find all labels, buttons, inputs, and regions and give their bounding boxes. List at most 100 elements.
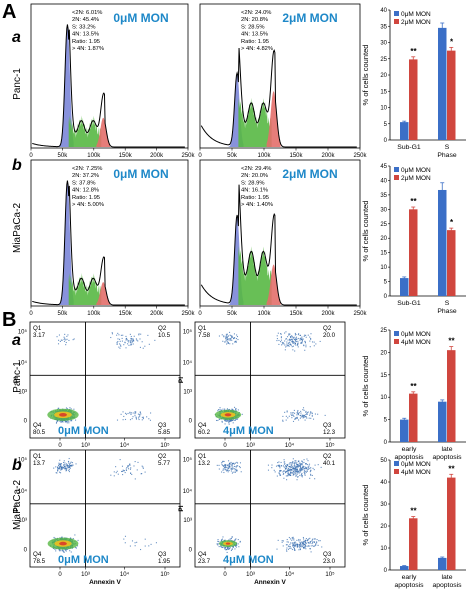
bar <box>400 566 409 570</box>
event-dot <box>122 469 124 471</box>
event-dot <box>148 418 150 420</box>
event-dot <box>57 466 59 468</box>
event-dot <box>311 415 313 417</box>
event-dot <box>67 334 69 336</box>
bar <box>447 230 456 296</box>
event-dot <box>232 545 234 547</box>
bar <box>409 393 418 442</box>
event-dot <box>229 420 231 422</box>
category-label: early <box>402 574 417 581</box>
event-dot <box>236 469 238 471</box>
event-dot <box>292 345 294 347</box>
event-dot <box>308 414 311 416</box>
event-dot <box>299 462 301 464</box>
event-dot <box>282 415 284 417</box>
event-dot <box>226 419 228 421</box>
event-dot <box>292 414 294 416</box>
event-dot <box>135 418 138 420</box>
event-dot <box>123 344 125 346</box>
event-dot <box>313 341 315 343</box>
y-tick-label: 10⁴ <box>183 488 193 495</box>
x-tick-label: 250k <box>181 311 195 317</box>
event-dot <box>117 338 119 340</box>
event-dot <box>59 420 61 422</box>
cell-line-label: MiaPaCa-2 <box>12 203 23 253</box>
event-dot <box>280 337 282 339</box>
event-dot <box>236 418 238 420</box>
y-tick-label: 15 <box>380 373 387 379</box>
event-dot <box>116 341 118 343</box>
event-dot <box>125 335 127 337</box>
event-dot <box>227 464 229 466</box>
event-dot <box>134 478 136 480</box>
event-dot <box>130 344 132 346</box>
event-dot <box>66 464 69 466</box>
event-dot <box>228 408 230 411</box>
event-dot <box>227 420 229 422</box>
event-dot <box>279 467 281 469</box>
event-dot <box>226 419 228 421</box>
event-dot <box>144 471 146 473</box>
event-dot <box>312 467 314 469</box>
event-dot <box>297 334 299 336</box>
event-dot <box>120 334 122 336</box>
event-dot <box>225 339 227 341</box>
event-dot <box>236 335 239 338</box>
event-dot <box>218 468 220 470</box>
event-dot <box>305 336 307 338</box>
cell-line-label: MiaPaCa-2 <box>12 480 23 530</box>
event-dot <box>296 466 298 468</box>
event-dot <box>68 422 70 424</box>
event-dot <box>64 333 66 335</box>
cell-cycle-stat: 4N: 12.8% <box>72 188 99 194</box>
event-dot <box>295 469 297 471</box>
event-dot <box>295 460 297 462</box>
cell-cycle-stat: 2N: 20.8% <box>241 17 268 23</box>
event-dot <box>290 338 292 340</box>
event-dot <box>68 471 70 473</box>
y-tick-label: 50 <box>380 458 387 464</box>
event-dot <box>121 470 123 473</box>
event-dot <box>302 467 304 469</box>
event-dot <box>56 421 58 423</box>
quadrant-label: Q4 <box>33 422 42 429</box>
mon-dose-label: 0μM MON <box>113 11 168 25</box>
event-dot <box>303 459 305 461</box>
quadrant-label: Q3 <box>323 422 332 429</box>
event-dot <box>287 472 289 474</box>
event-dot <box>302 536 304 539</box>
event-dot <box>305 414 307 416</box>
event-dot <box>131 339 133 341</box>
event-dot <box>313 541 316 543</box>
event-dot <box>58 463 60 465</box>
event-dot <box>221 464 223 466</box>
event-dot <box>289 469 291 471</box>
event-dot <box>235 338 237 340</box>
event-dot <box>136 541 138 543</box>
event-dot <box>75 547 77 549</box>
event-dot <box>113 475 115 477</box>
event-dot <box>286 343 288 345</box>
event-dot <box>292 462 294 464</box>
cell-cycle-stat: > 4N: 4.82% <box>241 46 273 52</box>
event-dot <box>310 417 312 419</box>
event-dot <box>294 546 296 548</box>
event-dot <box>223 465 225 467</box>
event-dot <box>298 538 300 541</box>
event-dot <box>57 468 59 470</box>
event-dot <box>285 549 288 551</box>
scatter-frame <box>194 449 346 568</box>
event-dot <box>279 470 281 472</box>
event-dot <box>117 340 119 343</box>
event-dot <box>295 344 297 346</box>
category-label: Sub-G1 <box>397 144 421 151</box>
event-dot <box>64 467 66 470</box>
y-axis-label: PI <box>178 505 185 511</box>
event-dot <box>294 469 296 471</box>
sphase-area <box>68 272 102 305</box>
mon-dose-label: 4μM MON <box>223 425 274 437</box>
event-dot <box>225 337 227 339</box>
event-dot <box>306 470 308 472</box>
event-dot <box>231 335 233 337</box>
cell-cycle-stat: S: 33.2% <box>72 24 96 30</box>
